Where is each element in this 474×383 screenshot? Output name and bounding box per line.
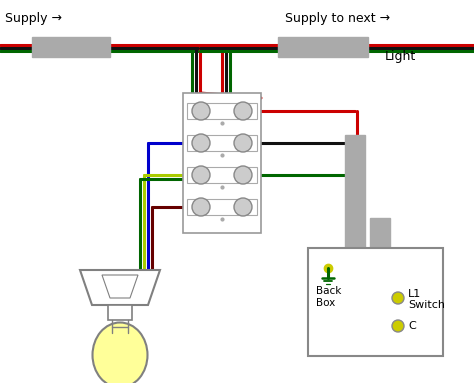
Text: Light: Light — [385, 50, 416, 63]
Bar — [187, 199, 257, 215]
Circle shape — [234, 166, 252, 184]
Bar — [345, 260, 400, 280]
Circle shape — [192, 166, 210, 184]
Bar — [278, 37, 368, 57]
Text: Supply →: Supply → — [5, 12, 62, 25]
Bar — [187, 103, 257, 119]
Text: Back
Box: Back Box — [316, 286, 341, 308]
Circle shape — [192, 198, 210, 216]
Text: Switch: Switch — [408, 300, 445, 310]
Bar — [370, 218, 390, 258]
Text: L1: L1 — [408, 289, 421, 299]
Circle shape — [234, 102, 252, 120]
Bar — [187, 167, 257, 183]
Circle shape — [192, 134, 210, 152]
Circle shape — [234, 198, 252, 216]
Bar — [187, 135, 257, 151]
Bar — [308, 248, 443, 356]
Bar — [108, 305, 132, 320]
Circle shape — [192, 102, 210, 120]
Ellipse shape — [92, 322, 147, 383]
Polygon shape — [80, 270, 160, 305]
Bar — [345, 135, 365, 270]
Text: Supply to next →: Supply to next → — [285, 12, 390, 25]
Circle shape — [392, 320, 404, 332]
Text: C: C — [408, 321, 416, 331]
Circle shape — [234, 134, 252, 152]
Polygon shape — [102, 275, 138, 298]
Bar — [183, 93, 261, 233]
Bar — [32, 37, 110, 57]
Circle shape — [392, 292, 404, 304]
